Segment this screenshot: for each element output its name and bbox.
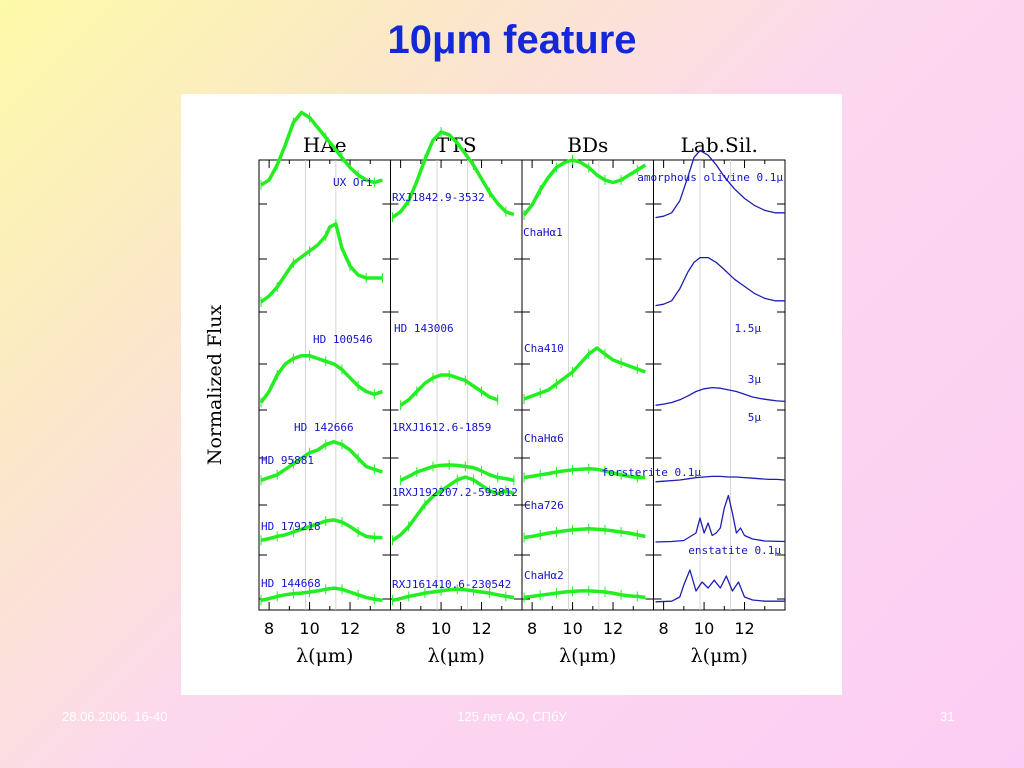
series-label: forsterite 0.1μ	[602, 466, 702, 479]
x-tick-label: 8	[396, 619, 406, 638]
lab-spectrum-line	[655, 386, 786, 406]
spectrum-line	[399, 463, 515, 483]
series-label: HD 100546	[313, 333, 373, 346]
series-label: 3μ	[748, 373, 762, 386]
spectrum-line	[391, 475, 515, 542]
series-label: UX Ori	[333, 176, 373, 189]
lab-spectrum-line	[655, 149, 785, 219]
series-label: enstatite 0.1μ	[688, 544, 781, 557]
spectrum-line	[523, 466, 646, 480]
series-label: HD 142666	[294, 421, 354, 434]
series-label: RXJ1842.9-3532	[392, 191, 485, 204]
spectrum-line	[523, 346, 647, 401]
series-label: Cha726	[524, 499, 564, 512]
x-tick-label: 12	[734, 619, 754, 638]
y-axis-label: Normalized Flux	[204, 305, 226, 466]
series-label: RXJ161410.6-230542	[392, 578, 511, 591]
spectrum-line	[260, 440, 383, 482]
series-label: HD 179218	[261, 520, 321, 533]
footer-date: 28.06.2006. 16-40	[62, 709, 168, 724]
footer-center-text: 125 лет АО, СПбУ	[457, 709, 567, 724]
series-label: HD 95881	[261, 454, 314, 467]
spectrum-line	[259, 222, 383, 304]
series-label: HD 144668	[261, 577, 321, 590]
x-tick-label: 8	[659, 619, 669, 638]
lab-spectrum-line	[655, 569, 785, 603]
x-tick-label: 8	[264, 619, 274, 638]
panel-frame	[258, 159, 391, 611]
series-label: ChaHα2	[524, 569, 564, 582]
x-tick-label: 10	[431, 619, 451, 638]
series-label: 1RXJ1612.6-1859	[392, 421, 491, 434]
series-label: ChaHα6	[524, 432, 564, 445]
slide-title: 10μm feature	[387, 18, 637, 62]
panel-title: Lab.Sil.	[681, 133, 758, 157]
spectrum-line	[259, 354, 383, 404]
lab-spectrum-line	[655, 494, 786, 543]
figure-panel: Normalized Flux 8 10 12 HAe λ(μm) UX Ori HD 100…	[181, 94, 842, 695]
spectrum-line	[522, 158, 647, 217]
panel-title: BDs	[567, 133, 608, 157]
lab-spectrum-line	[655, 256, 785, 307]
spectrum-line	[392, 587, 515, 603]
x-tick-label: 10	[694, 619, 714, 638]
series-label: 5μ	[748, 411, 762, 424]
spectrum-line	[391, 130, 515, 219]
series-label: amorphous olivine 0.1μ	[637, 171, 783, 184]
spectrum-line	[523, 589, 646, 600]
spectrum-line	[260, 110, 383, 187]
x-tick-label: 8	[527, 619, 537, 638]
panel-title: TTS	[436, 133, 477, 157]
series-label: HD 143006	[394, 322, 454, 335]
series-label: 1.5μ	[735, 322, 762, 335]
series-label: 1RXJ192207.2-593812	[392, 486, 518, 499]
panel-frame	[390, 159, 523, 611]
x-tick-label: 12	[471, 619, 491, 638]
x-tick-label: 10	[299, 619, 319, 638]
x-tick-label: 10	[562, 619, 582, 638]
x-axis-label: λ(μm)	[559, 645, 616, 667]
spectrum-line	[260, 586, 383, 603]
x-axis-label: λ(μm)	[428, 645, 485, 667]
x-axis-label: λ(μm)	[691, 645, 748, 667]
x-tick-label: 12	[340, 619, 360, 638]
lab-spectrum-line	[655, 475, 786, 483]
page-number: 31	[940, 709, 955, 724]
spectrum-line	[523, 526, 646, 540]
panel-frame	[653, 159, 786, 611]
x-axis-label: λ(μm)	[296, 645, 353, 667]
series-label: Cha410	[524, 342, 564, 355]
spectrum-line	[260, 518, 383, 543]
series-label: ChaHα1	[523, 226, 563, 239]
x-tick-label: 12	[603, 619, 623, 638]
